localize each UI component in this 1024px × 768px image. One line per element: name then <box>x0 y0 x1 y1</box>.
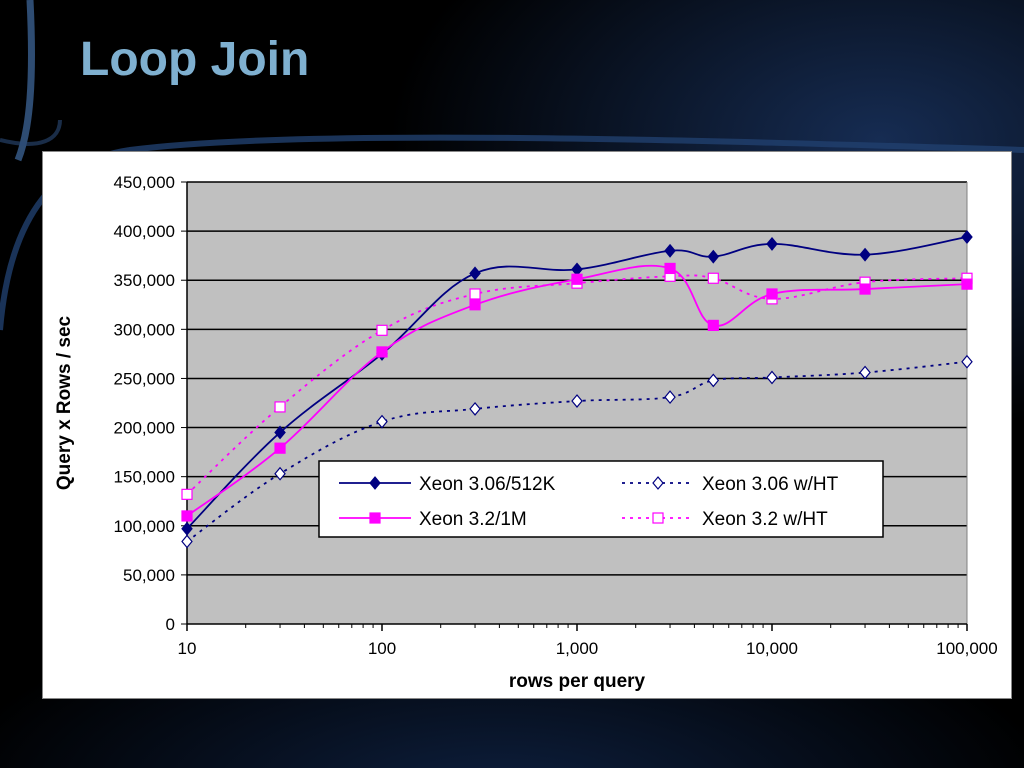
y-axis-label: Query x Rows / sec <box>54 315 75 490</box>
data-point <box>766 236 778 251</box>
data-point <box>469 266 481 281</box>
data-point <box>274 425 286 440</box>
y-tick-labels: 0 50,000 100,000 150,000 200,000 250,000 300,0… <box>114 173 175 634</box>
data-point <box>707 319 719 332</box>
data-point <box>707 272 719 284</box>
slide-title: Loop Join <box>80 33 310 86</box>
data-point <box>274 466 286 481</box>
y-tick-label: 200,000 <box>114 419 175 438</box>
data-point <box>961 354 973 369</box>
legend: Xeon 3.06/512K Xeon 3.06 w/HT Xeon 3.2/1M X… <box>318 460 884 538</box>
data-point <box>181 534 193 549</box>
axes <box>181 181 968 631</box>
data-point <box>766 288 778 300</box>
data-point <box>664 262 676 275</box>
legend-entry: Xeon 3.06/512K <box>339 474 556 495</box>
y-tick-label: 100,000 <box>114 517 175 536</box>
data-point <box>707 373 720 388</box>
data-point <box>181 521 193 536</box>
data-point <box>181 488 193 500</box>
legend-entry: Xeon 3.2 w/HT <box>622 509 828 530</box>
data-point <box>664 390 676 405</box>
legend-entry: Xeon 3.06 w/HT <box>622 474 839 495</box>
data-point <box>571 273 583 285</box>
data-point <box>274 401 286 413</box>
x-tick-label: 100,000 <box>936 639 997 658</box>
x-tick-labels: 10 100 1,000 10,000 100,000 <box>178 639 998 658</box>
y-tick-label: 300,000 <box>114 320 175 339</box>
data-point <box>376 324 388 336</box>
legend-swatch-marker <box>652 476 664 490</box>
loop-join-chart: 0 50,000 100,000 150,000 200,000 250,000 300,0… <box>54 173 998 692</box>
y-tick-label: 150,000 <box>114 468 175 487</box>
y-tick-label: 50,000 <box>123 566 175 585</box>
y-tick-label: 350,000 <box>114 271 175 290</box>
data-point <box>469 401 481 416</box>
series-line <box>186 274 968 496</box>
x-tick-label: 100 <box>368 639 396 658</box>
x-axis-label: rows per query <box>509 671 646 692</box>
data-point <box>859 365 871 380</box>
y-tick-label: 0 <box>166 615 175 634</box>
data-point <box>961 278 973 290</box>
x-tick-label: 1,000 <box>556 639 599 658</box>
data-point <box>664 243 676 258</box>
legend-label: Xeon 3.06 w/HT <box>702 474 839 495</box>
data-point <box>274 442 286 454</box>
y-tick-label: 400,000 <box>114 222 175 241</box>
legend-box <box>318 460 884 538</box>
legend-label: Xeon 3.06/512K <box>419 474 556 495</box>
data-point <box>571 394 583 408</box>
legend-label: Xeon 3.2 w/HT <box>702 509 828 530</box>
x-tick-label: 10,000 <box>746 639 798 658</box>
y-tick-label: 450,000 <box>114 173 175 192</box>
data-point <box>707 249 720 264</box>
x-tick-label: 10 <box>178 639 197 658</box>
data-point <box>961 230 973 244</box>
y-tick-label: 250,000 <box>114 369 175 388</box>
data-point <box>376 346 388 358</box>
series-3 <box>181 262 973 522</box>
data-point <box>766 370 778 385</box>
data-point <box>469 299 481 311</box>
legend-swatch-marker <box>369 512 381 524</box>
data-point <box>859 283 871 295</box>
legend-entry: Xeon 3.2/1M <box>339 509 527 530</box>
series-line <box>186 264 968 517</box>
legend-swatch-marker <box>369 476 381 490</box>
legend-swatch-marker <box>652 512 664 524</box>
data-point <box>469 288 481 300</box>
data-point <box>376 414 388 429</box>
legend-label: Xeon 3.2/1M <box>419 509 527 530</box>
series-layer <box>181 230 973 549</box>
data-point <box>181 510 193 522</box>
chart-panel: 0 50,000 100,000 150,000 200,000 250,000 300,0… <box>42 151 1012 699</box>
data-point <box>859 247 871 262</box>
series-2 <box>181 354 973 549</box>
